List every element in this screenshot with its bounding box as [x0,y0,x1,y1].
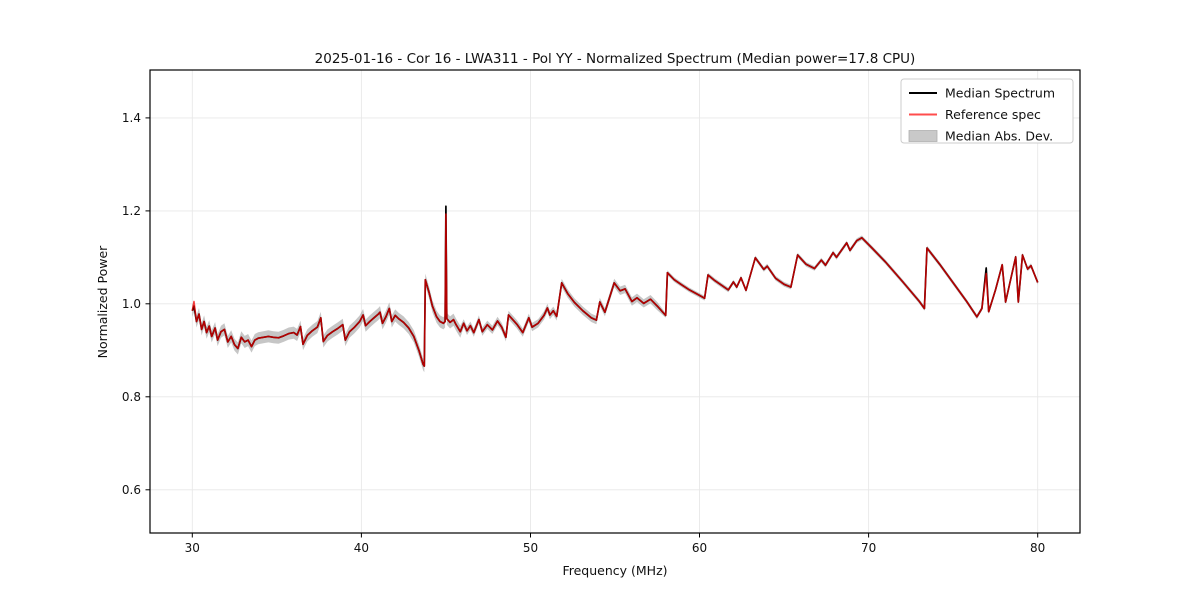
x-axis-label: Frequency (MHz) [562,563,667,578]
legend: Median Spectrum Reference spec Median Abs.… [900,78,1074,144]
x-tick-label: 40 [354,541,369,555]
x-tick-label: 80 [1030,541,1045,555]
y-tick-label: 0.6 [122,483,141,497]
reference-spec-line [191,213,1039,367]
legend-label: Median Abs. Dev. [945,128,1053,143]
mad-band [192,200,1038,373]
y-axis-label: Normalized Power [95,245,110,359]
chart-title: 2025-01-16 - Cor 16 - LWA311 - Pol YY - … [315,51,916,67]
x-tick-label: 50 [523,541,538,555]
legend-box [900,78,1074,144]
legend-label: Median Spectrum [945,85,1055,100]
legend-patch-swatch [908,130,938,142]
x-tick-label: 30 [185,541,200,555]
plot-frame [149,69,1081,534]
plot-area: 30 40 50 60 70 80 0.6 0.8 1.0 1.2 1.4 [122,70,1080,555]
x-tick-label: 70 [861,541,876,555]
x-tick-label: 60 [692,541,707,555]
y-tick-label: 1.0 [122,297,141,311]
legend-label: Reference spec [945,107,1041,122]
y-tick-label: 1.4 [122,111,141,125]
y-tick-label: 1.2 [122,204,141,218]
y-tick-label: 0.8 [122,390,141,404]
